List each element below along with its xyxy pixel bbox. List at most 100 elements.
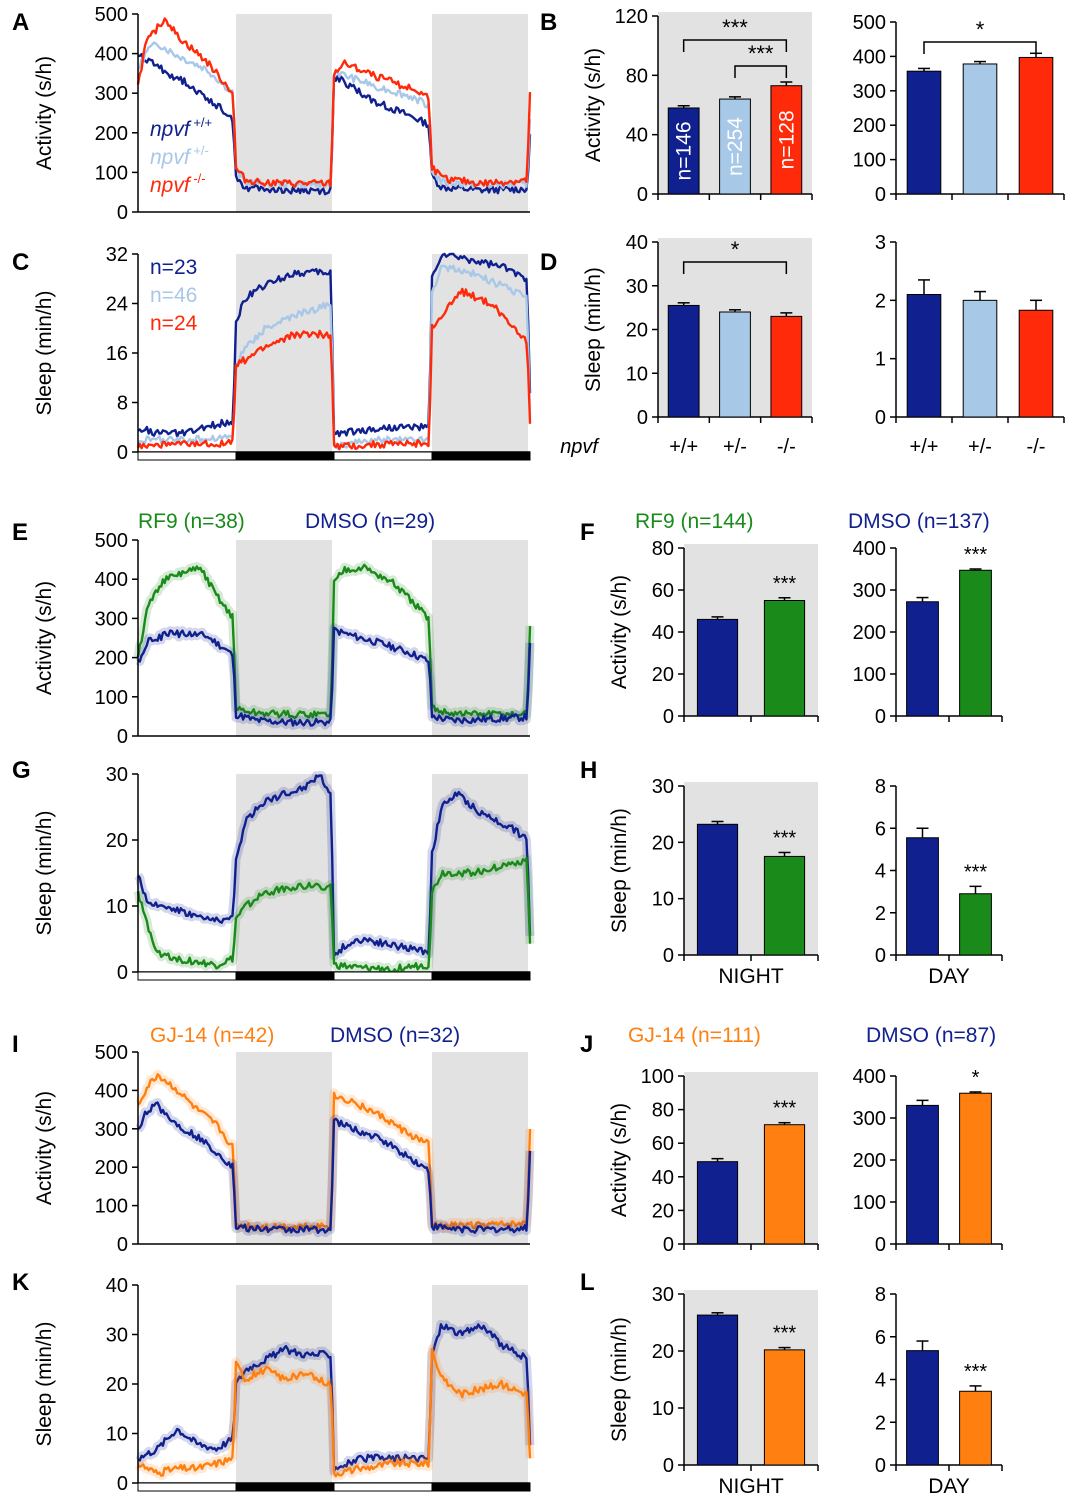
E-night-shade (432, 540, 528, 736)
J2-y-tick-label: 100 (853, 1192, 886, 1214)
B1-significance-stars: *** (748, 41, 774, 66)
B1-bar-n-label: n=128 (775, 110, 798, 169)
panel-I (135, 1052, 535, 1245)
I-y-tick-label: 0 (117, 1234, 128, 1256)
J2-bar (959, 1092, 992, 1245)
A-y-tick-label: 100 (95, 162, 128, 184)
panel-E (133, 540, 535, 737)
J2-significance-stars: * (972, 1067, 980, 1089)
L1-y-axis-title: Sleep (min/h) (608, 1317, 631, 1442)
D1-y-axis-title: Sleep (min/h) (582, 267, 605, 392)
panel-label-A: A (12, 9, 29, 36)
L2-y-tick-label: 4 (875, 1370, 886, 1392)
E-header-rf9: RF9 (n=38) (138, 510, 245, 533)
H1-y-axis-title: Sleep (min/h) (608, 808, 631, 933)
E-y-tick-label: 300 (95, 608, 128, 630)
C-y-tick-label: 16 (106, 343, 128, 365)
B2-y-tick-label: 300 (853, 81, 886, 103)
C-legend-mut: n=24 (150, 312, 198, 335)
D1-y-tick-label: 40 (626, 232, 648, 254)
D1-y-tick-label: 30 (626, 276, 648, 298)
D2-y-tick-label: 0 (875, 407, 886, 429)
legend-gene-name: npvf (150, 174, 192, 197)
E-series-dmso-line (137, 626, 532, 727)
D1-significance-bracket (682, 261, 788, 274)
I-header-dmso: DMSO (n=32) (330, 1024, 460, 1047)
C-legend-het: n=46 (150, 284, 197, 307)
C-dark-period-bar (235, 451, 335, 461)
D1-bar (770, 315, 803, 418)
H1-bar (696, 823, 739, 956)
panel-label-E: E (12, 519, 28, 546)
F2-bar (959, 569, 992, 717)
A-y-axis-title: Activity (s/h) (33, 56, 56, 170)
legend-gene-name: npvf (150, 146, 192, 169)
B1-y-axis-title: Activity (s/h) (582, 48, 605, 162)
F2-y-tick-label: 300 (853, 580, 886, 602)
K-dark-period-bar (431, 1482, 531, 1492)
K-y-axis-title: Sleep (min/h) (33, 1322, 56, 1447)
H1-x-axis-title: NIGHT (718, 965, 784, 988)
C-y-tick-label: 24 (106, 294, 128, 316)
B1-significance-bracket (734, 65, 788, 78)
B2-bar (906, 70, 942, 195)
B2-significance-stars: * (976, 17, 985, 42)
A-legend-mut: npvf -/- (150, 171, 206, 197)
I-y-tick-label: 100 (95, 1196, 128, 1218)
F2-y-tick-label: 200 (853, 622, 886, 644)
F1-bar (696, 618, 739, 717)
panel-L1 (683, 1290, 819, 1471)
J1-significance-stars: *** (773, 1098, 797, 1120)
G-dark-period-bar (235, 971, 335, 981)
H2-bar (906, 837, 939, 956)
L2-y-tick-label: 0 (875, 1455, 886, 1477)
L2-significance-stars: *** (964, 1361, 988, 1383)
B1-bar (719, 98, 751, 195)
B2-y-tick-label: 500 (853, 12, 886, 34)
panel-B1 (657, 12, 813, 200)
B1-y-tick-label: 80 (626, 65, 648, 87)
J1-bar (763, 1124, 806, 1245)
F1-y-axis-title: Activity (s/h) (608, 575, 631, 689)
C-series-mut-line (136, 287, 532, 451)
J1-y-tick-label: 80 (652, 1100, 674, 1122)
L2-x-axis-title: DAY (928, 1475, 970, 1498)
J1-bar (696, 1161, 739, 1245)
K-y-tick-label: 0 (117, 1473, 128, 1495)
D1-y-tick-label: 0 (637, 407, 648, 429)
C-night-shade (432, 254, 528, 452)
B1-y-tick-label: 0 (637, 184, 648, 206)
D2-bar (962, 299, 998, 418)
C-y-tick-label: 0 (117, 442, 128, 464)
G-y-tick-label: 30 (106, 764, 128, 786)
F2-significance-stars: *** (964, 544, 988, 566)
G-y-tick-label: 10 (106, 896, 128, 918)
C-y-tick-label: 8 (117, 393, 128, 415)
B2-y-tick-label: 200 (853, 115, 886, 137)
E-y-tick-label: 0 (117, 726, 128, 748)
E-series-rf9-line (136, 563, 532, 720)
F2-y-tick-label: 100 (853, 664, 886, 686)
E-y-tick-label: 500 (95, 530, 128, 552)
J-header-dmso: DMSO (n=87) (866, 1024, 996, 1047)
F1-y-tick-label: 40 (652, 622, 674, 644)
panel-label-K: K (12, 1269, 30, 1296)
A-y-tick-label: 200 (95, 123, 128, 145)
F2-y-tick-label: 400 (853, 538, 886, 560)
panel-label-G: G (12, 757, 31, 784)
F1-y-tick-label: 0 (663, 706, 674, 728)
D2-bar (1018, 309, 1054, 418)
panel-D2 (895, 279, 1065, 423)
H1-y-tick-label: 30 (652, 776, 674, 798)
panel-label-F: F (580, 519, 595, 546)
J1-y-tick-label: 100 (641, 1066, 674, 1088)
C-y-axis-title: Sleep (min/h) (33, 291, 56, 416)
H2-y-tick-label: 8 (875, 776, 886, 798)
H2-bar (959, 893, 992, 956)
I-header-gj14: GJ-14 (n=42) (150, 1024, 274, 1047)
L2-y-tick-label: 2 (875, 1412, 886, 1434)
panel-G (133, 770, 535, 981)
I-y-tick-label: 300 (95, 1119, 128, 1141)
B1-bar-n-label: n=254 (724, 117, 747, 176)
G-light-period-bar (333, 971, 433, 981)
